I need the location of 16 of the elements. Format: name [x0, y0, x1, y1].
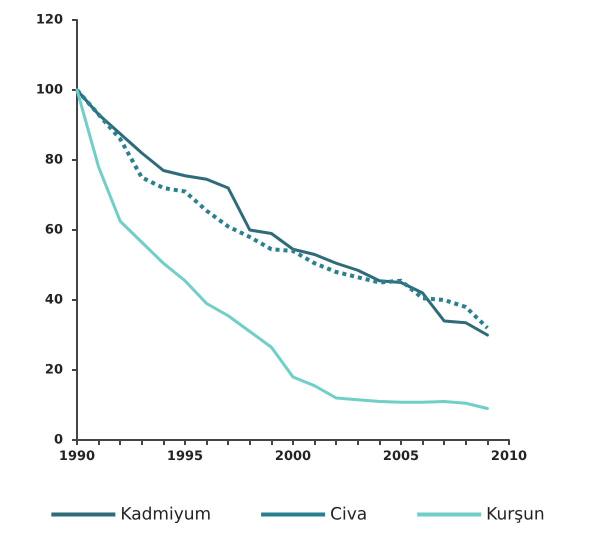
y-tick-label: 20 [44, 362, 63, 378]
x-tick-label: 1995 [166, 449, 204, 464]
y-tick-label: 120 [36, 12, 63, 28]
line-series [76, 88, 489, 410]
x-tick-label: 2000 [274, 449, 312, 464]
x-tick-label: 2005 [382, 449, 420, 464]
legend-label: Civa [330, 504, 368, 524]
y-tick-label: 100 [36, 82, 63, 98]
legend-label: Kurşun [486, 504, 545, 524]
x-tick-label: 1990 [58, 449, 96, 464]
y-tick-label: 80 [44, 152, 63, 168]
y-tick-label: 40 [44, 292, 63, 308]
legend-label: Kadmiyum [120, 504, 212, 524]
y-tick-label: 60 [44, 222, 63, 238]
x-tick-label: 2010 [490, 449, 528, 464]
y-tick-label: 0 [54, 432, 63, 448]
